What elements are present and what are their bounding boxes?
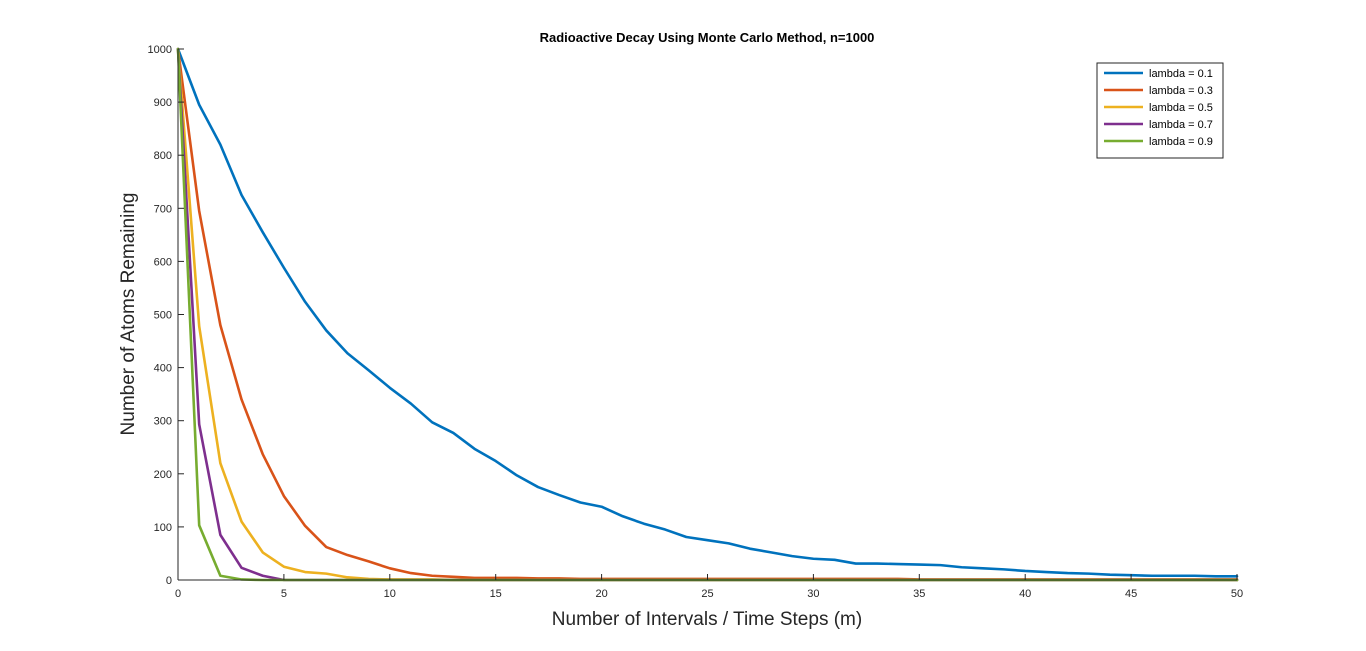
y-tick-label: 600 xyxy=(154,256,172,268)
x-tick-label: 15 xyxy=(490,588,502,600)
legend-label-3: lambda = 0.5 xyxy=(1149,102,1213,114)
y-tick-label: 300 xyxy=(154,416,172,428)
x-tick-label: 35 xyxy=(913,588,925,600)
y-tick-label: 400 xyxy=(154,363,172,375)
chart-title: Radioactive Decay Using Monte Carlo Meth… xyxy=(540,30,875,45)
legend: lambda = 0.1 lambda = 0.3 lambda = 0.5 lamb… xyxy=(1096,62,1224,159)
y-tick-label: 900 xyxy=(154,97,172,109)
y-tick-label: 0 xyxy=(166,575,172,587)
ticks-layer: 0 5 10 15 20 25 30 35 40 45 5001002003004005006007… xyxy=(148,44,1244,600)
y-tick-label: 100 xyxy=(154,522,172,534)
y-tick-label: 700 xyxy=(154,203,172,215)
x-tick-label: 20 xyxy=(595,588,607,600)
y-tick-label: 200 xyxy=(154,469,172,481)
legend-label-2: lambda = 0.3 xyxy=(1149,85,1213,97)
x-axis-title: Number of Intervals / Time Steps (m) xyxy=(552,609,862,630)
x-tick-label: 25 xyxy=(701,588,713,600)
series-line-1 xyxy=(176,47,1239,578)
y-tick-label: 800 xyxy=(154,150,172,162)
x-tick-label: 10 xyxy=(384,588,396,600)
y-tick-label: 1000 xyxy=(148,44,172,56)
x-tick-label: 30 xyxy=(807,588,819,600)
x-tick-label: 45 xyxy=(1125,588,1137,600)
y-tick-label: 500 xyxy=(154,310,172,322)
y-axis-title: Number of Atoms Remaining xyxy=(118,193,139,436)
x-tick-label: 5 xyxy=(281,588,287,600)
legend-label-5: lambda = 0.9 xyxy=(1149,136,1213,148)
x-tick-label: 0 xyxy=(175,588,181,600)
x-tick-label: 50 xyxy=(1231,588,1243,600)
legend-label-1: lambda = 0.1 xyxy=(1149,68,1213,80)
legend-label-4: lambda = 0.7 xyxy=(1149,119,1213,131)
x-tick-label: 40 xyxy=(1019,588,1031,600)
